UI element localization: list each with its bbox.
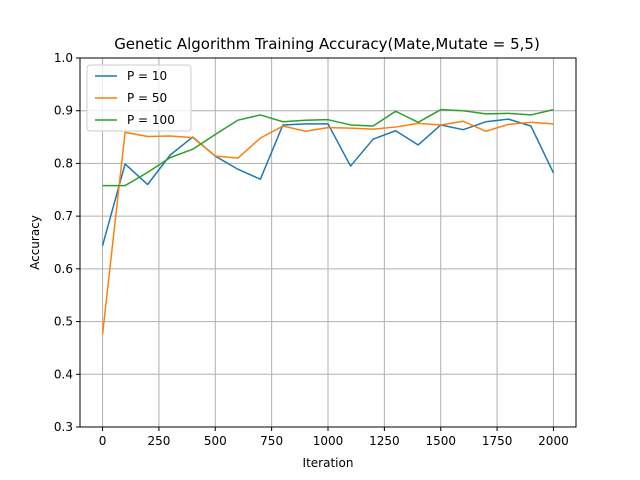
x-tick-label: 250 xyxy=(147,434,170,448)
chart-title: Genetic Algorithm Training Accuracy(Mate… xyxy=(114,35,540,53)
series-line-2 xyxy=(101,120,554,335)
series-layer xyxy=(101,108,555,335)
y-tick-label: 0.4 xyxy=(54,367,73,381)
x-tick-label: 750 xyxy=(260,434,283,448)
x-tick-label: 1500 xyxy=(425,434,456,448)
x-tick-label: 1750 xyxy=(482,434,513,448)
y-tick-label: 0.9 xyxy=(54,104,73,118)
x-axis: 0 250 500 750 1000 1250 1500 1750 2000 xyxy=(99,427,569,448)
legend-label-1: P = 10 xyxy=(127,69,167,83)
y-tick-label: 0.8 xyxy=(54,156,73,170)
legend: P = 10 P = 50 P = 100 xyxy=(86,64,192,132)
x-tick-label: 500 xyxy=(204,434,227,448)
legend-label-3: P = 100 xyxy=(127,113,175,127)
y-tick-label: 0.6 xyxy=(54,262,73,276)
x-tick-label: 1000 xyxy=(313,434,344,448)
y-tick-label: 1.0 xyxy=(54,51,73,65)
x-axis-label: Iteration xyxy=(303,456,354,470)
series-line-3 xyxy=(102,108,554,187)
y-tick-label: 0.5 xyxy=(54,315,73,329)
x-tick-label: 1250 xyxy=(369,434,400,448)
y-tick-label: 0.7 xyxy=(54,209,73,223)
y-axis-label: Accuracy xyxy=(28,215,42,270)
y-tick-label: 0.3 xyxy=(54,420,73,434)
series-line-1 xyxy=(101,118,555,246)
x-tick-label: 0 xyxy=(99,434,107,448)
legend-box xyxy=(86,64,192,132)
y-axis: 0.3 0.4 0.5 0.6 0.7 0.8 0.9 1.0 xyxy=(54,51,80,434)
x-tick-label: 2000 xyxy=(538,434,569,448)
legend-label-2: P = 50 xyxy=(127,91,167,105)
